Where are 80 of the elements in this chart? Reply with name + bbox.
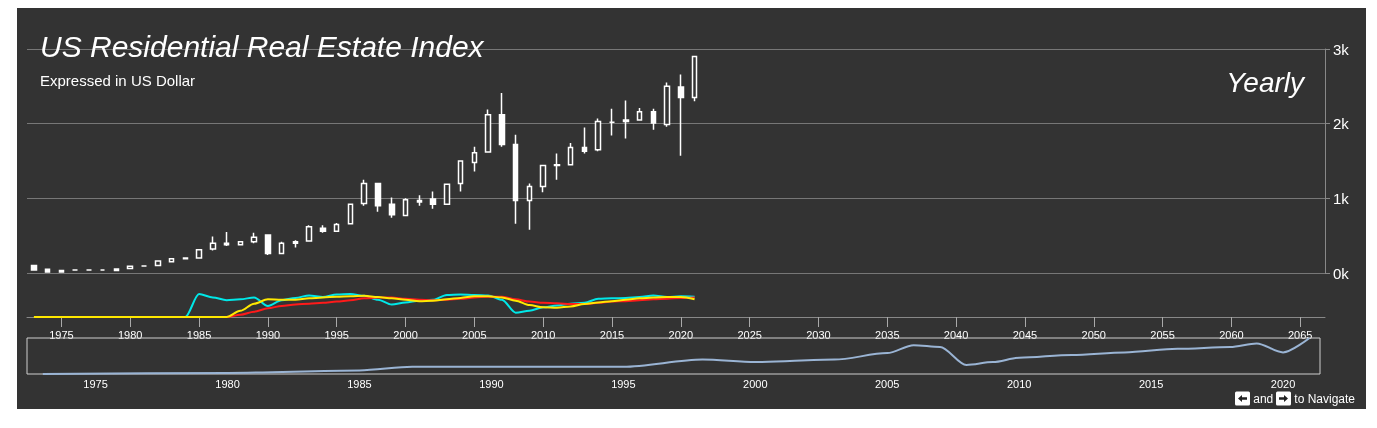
candlestick (567, 142, 574, 166)
text: and (1253, 391, 1274, 406)
x-tick-label: 1990 (255, 328, 281, 341)
candlestick (305, 224, 313, 243)
x-tick-label: 2035 (875, 328, 900, 341)
x-tick-label: 1980 (117, 328, 143, 341)
x-tick-label: 2000 (393, 328, 418, 341)
x-tick-label: 2010 (1006, 377, 1032, 390)
x-tick-label: 2015 (599, 328, 625, 341)
x-tick-label: 2020 (668, 328, 694, 341)
candlestick (498, 92, 506, 148)
candlestick (416, 194, 423, 207)
candlestick (319, 224, 327, 234)
x-tick-label: 2025 (737, 328, 762, 341)
candlestick (388, 196, 396, 219)
candlestick (168, 257, 175, 264)
y-tick-label: 2k (1333, 115, 1350, 133)
x-tick-label: 2045 (1012, 328, 1038, 341)
chart-title: US Residential Real Estate Index (40, 29, 485, 63)
x-tick-label: 1985 (347, 377, 372, 390)
candlestick (526, 182, 533, 231)
candlestick (484, 108, 492, 153)
x-tick-label: 2065 (1287, 328, 1313, 341)
candlestick (44, 268, 51, 273)
x-tick-label: 2040 (943, 328, 969, 341)
candlestick (250, 231, 258, 244)
candlestick (195, 248, 203, 260)
x-tick-label: 1995 (324, 328, 349, 341)
x-tick-label: 1995 (611, 377, 636, 390)
y-tick-label: 0k (1333, 264, 1350, 282)
y-tick-label: 1k (1333, 189, 1350, 207)
x-tick-label: 2030 (806, 328, 831, 341)
candlestick (30, 264, 38, 272)
candlestick (622, 99, 630, 140)
candlestick (539, 163, 547, 194)
x-tick-label: 2010 (530, 328, 556, 341)
y-tick-label: 3k (1333, 40, 1350, 58)
candlestick (154, 259, 162, 267)
candlestick (264, 234, 272, 256)
x-tick-label: 2020 (1270, 377, 1296, 390)
candlestick (471, 146, 478, 173)
candlestick (209, 235, 217, 252)
candlestick (223, 231, 230, 247)
candlestick (333, 222, 340, 233)
text: to Navigate (1294, 391, 1355, 406)
candlestick (182, 256, 189, 261)
candlestick (594, 117, 602, 153)
candlestick (553, 152, 561, 181)
x-tick-label: 2005 (875, 377, 900, 390)
x-tick-label: 2050 (1081, 328, 1106, 341)
annotation: Yearly (1226, 66, 1306, 98)
candlestick (663, 81, 671, 128)
x-tick-label: 1980 (215, 377, 240, 390)
candlestick (58, 269, 65, 273)
candlestick (374, 182, 382, 213)
candlestick (292, 239, 299, 249)
candlestick (429, 190, 437, 210)
x-tick-label: 2055 (1150, 328, 1175, 341)
candlestick (636, 107, 643, 122)
candlestick (512, 134, 519, 225)
candlestick (608, 107, 616, 137)
x-tick-label: 2000 (743, 377, 768, 390)
x-tick-label: 1975 (83, 377, 108, 390)
x-tick-label: 2060 (1219, 328, 1244, 341)
candlestick (581, 126, 588, 155)
candlestick (360, 178, 368, 207)
candlestick (402, 197, 409, 217)
candlestick (113, 268, 120, 272)
x-tick-label: 2005 (462, 328, 487, 341)
text: Expressed in US Dollar (40, 72, 196, 89)
candlestick (650, 107, 657, 131)
x-tick-label: 2015 (1138, 377, 1164, 390)
x-tick-label: 1985 (186, 328, 212, 341)
candlestick (691, 54, 698, 103)
candlestick (677, 73, 685, 157)
candlestick (457, 159, 464, 193)
candlestick (278, 240, 285, 256)
x-tick-label: 1975 (49, 328, 74, 341)
candlestick (443, 182, 451, 206)
x-tick-label: 1990 (479, 377, 504, 390)
